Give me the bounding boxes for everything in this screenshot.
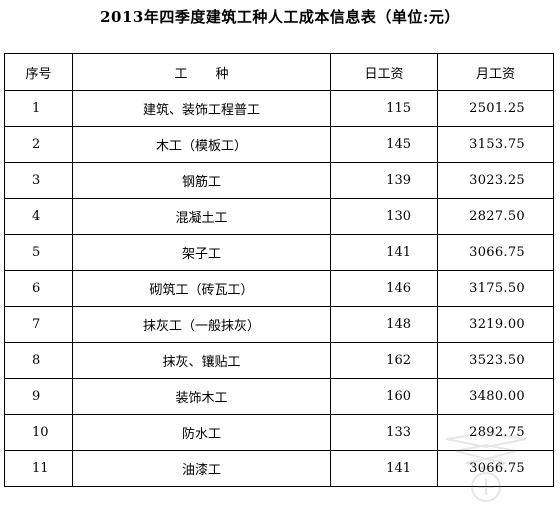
cell-name: 防水工 [72,414,331,451]
cell-monthly: 3175.50 [437,270,554,307]
cell-monthly: 2827.50 [437,198,554,235]
cell-daily: 145 [330,126,438,163]
table-title: 2013年四季度建筑工种人工成本信息表（单位:元） [100,8,460,26]
cell-monthly: 2501.25 [437,90,554,127]
cell-daily: 139 [330,162,438,199]
cell-no: 10 [4,414,73,451]
cell-name: 建筑、装饰工程普工 [72,90,331,127]
cell-name: 装饰木工 [72,378,331,415]
table-row: 5 架子工 141 3066.75 [4,234,554,271]
cell-daily: 130 [330,198,438,235]
header-row: 序号 工种 日工资 月工资 [4,53,554,91]
table-row: 10 防水工 133 2892.75 [4,414,554,451]
cell-no: 2 [4,126,73,163]
header-daily: 日工资 [330,53,438,91]
cell-daily: 148 [330,306,438,343]
cell-monthly: 3066.75 [437,450,554,487]
cell-no: 6 [4,270,73,307]
table-row: 3 钢筋工 139 3023.25 [4,162,554,199]
table-row: 11 油漆工 141 3066.75 [4,450,554,487]
cell-no: 1 [4,90,73,127]
table-row: 6 砌筑工（砖瓦工） 146 3175.50 [4,270,554,307]
cell-daily: 162 [330,342,438,379]
labor-cost-table: 序号 工种 日工资 月工资 1 建筑、装饰工程普工 115 2501.25 2 … [4,53,554,487]
cell-daily: 115 [330,90,438,127]
header-monthly: 月工资 [437,53,554,91]
cell-no: 8 [4,342,73,379]
cell-name: 木工（模板工） [72,126,331,163]
cell-daily: 133 [330,414,438,451]
table-row: 7 抹灰工（一般抹灰） 148 3219.00 [4,306,554,343]
cell-daily: 146 [330,270,438,307]
cell-name: 架子工 [72,234,331,271]
cell-no: 9 [4,378,73,415]
cell-monthly: 3066.75 [437,234,554,271]
cell-daily: 141 [330,450,438,487]
cell-name: 抹灰工（一般抹灰） [72,306,331,343]
cell-daily: 141 [330,234,438,271]
cell-monthly: 3153.75 [437,126,554,163]
cell-monthly: 2892.75 [437,414,554,451]
cell-no: 4 [4,198,73,235]
cell-name: 砌筑工（砖瓦工） [72,270,331,307]
table-row: 4 混凝土工 130 2827.50 [4,198,554,235]
cell-no: 11 [4,450,73,487]
cell-name: 钢筋工 [72,162,331,199]
cell-no: 7 [4,306,73,343]
table-row: 1 建筑、装饰工程普工 115 2501.25 [4,90,554,127]
cell-monthly: 3480.00 [437,378,554,415]
table-row: 2 木工（模板工） 145 3153.75 [4,126,554,163]
table-row: 8 抹灰、镶贴工 162 3523.50 [4,342,554,379]
header-no: 序号 [4,53,73,91]
cell-no: 3 [4,162,73,199]
cell-name: 混凝土工 [72,198,331,235]
cell-name: 抹灰、镶贴工 [72,342,331,379]
cell-no: 5 [4,234,73,271]
table-row: 9 装饰木工 160 3480.00 [4,378,554,415]
header-name: 工种 [72,53,331,91]
cell-monthly: 3219.00 [437,306,554,343]
cell-name: 油漆工 [72,450,331,487]
cell-daily: 160 [330,378,438,415]
cell-monthly: 3023.25 [437,162,554,199]
cell-monthly: 3523.50 [437,342,554,379]
